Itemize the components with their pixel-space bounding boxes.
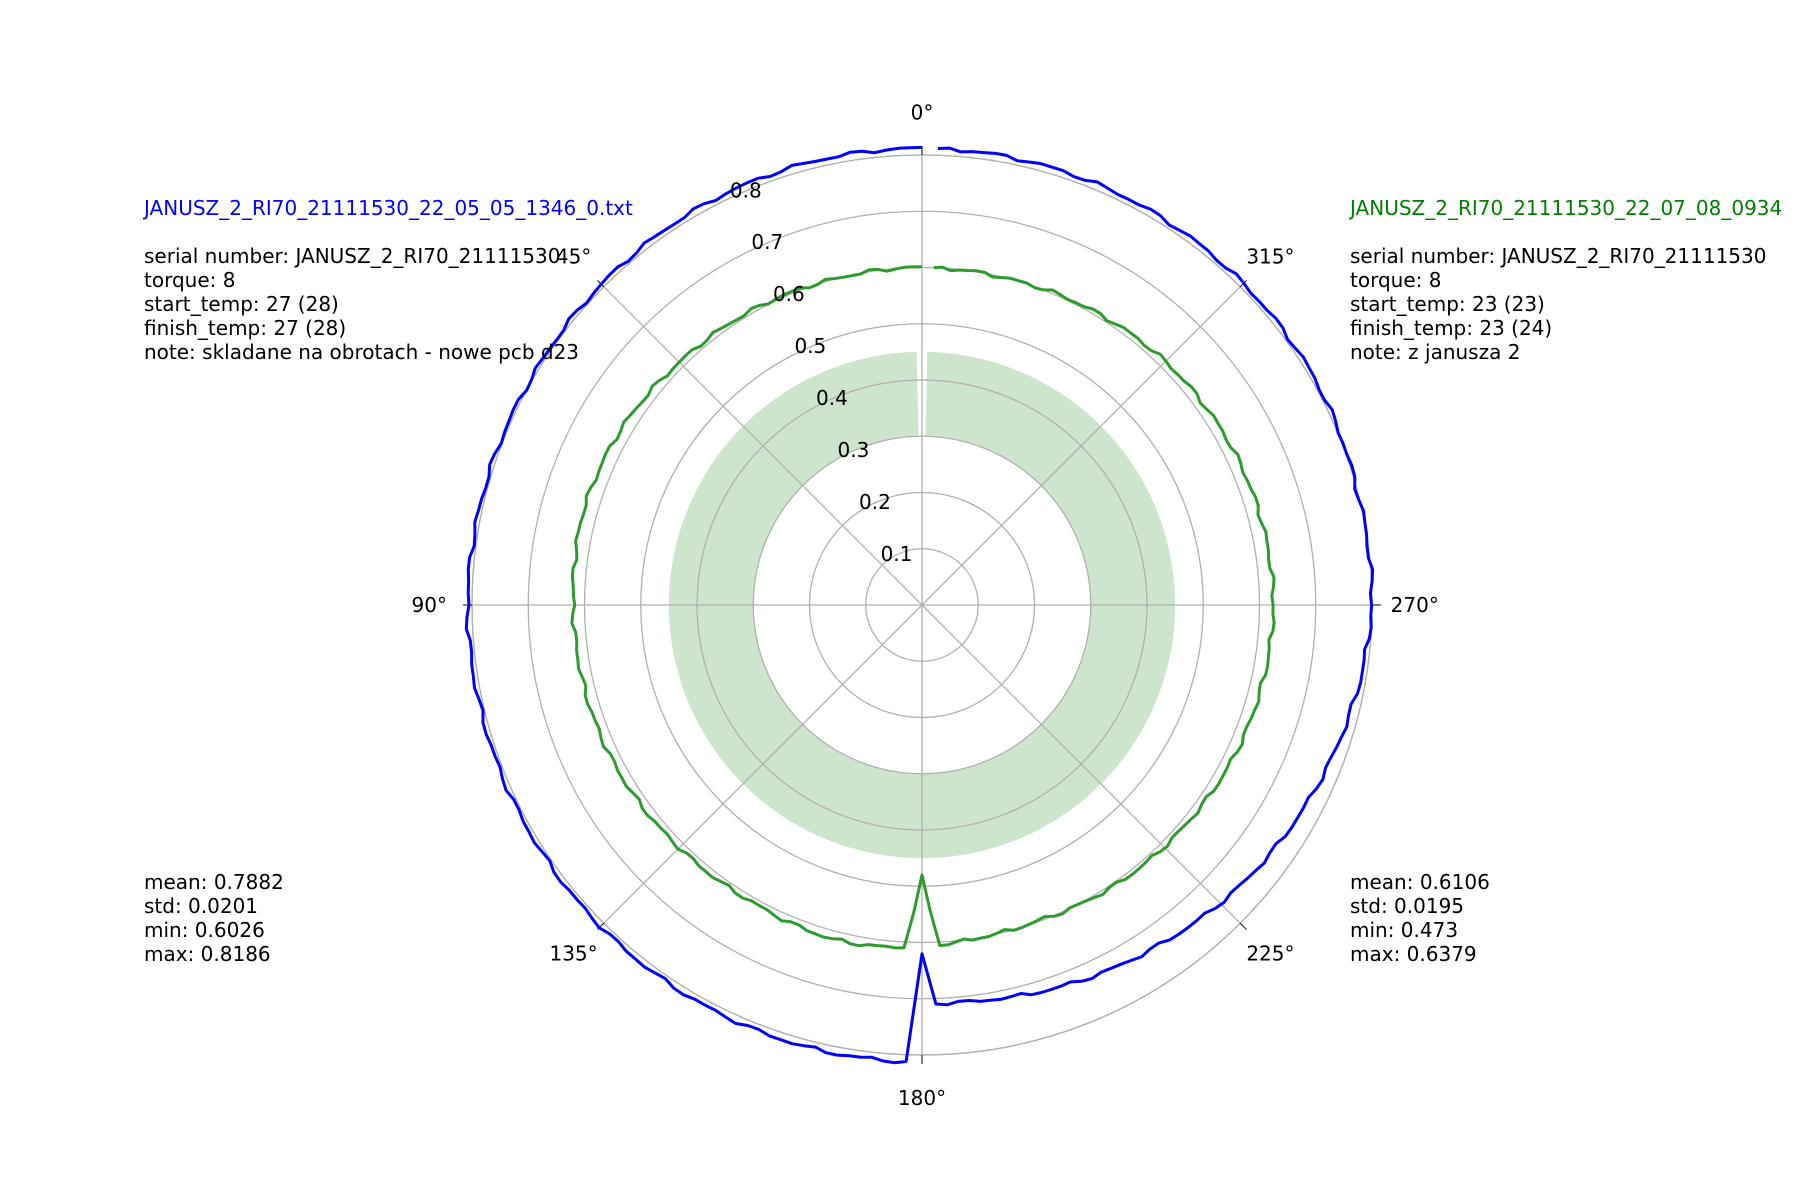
r-tick-label: 0.2	[859, 490, 891, 514]
theta-gridline	[603, 604, 923, 924]
left-info-panel: JANUSZ_2_RI70_21111530_22_05_05_1346_0.t…	[144, 196, 633, 364]
r-tick-label: 0.6	[773, 282, 805, 306]
right-stats-panel: mean: 0.6106 std: 0.0195 min: 0.473 max:…	[1350, 870, 1490, 966]
left-min: min: 0.6026	[144, 918, 265, 942]
r-tick-label: 0.5	[794, 334, 826, 358]
series-line-blue	[464, 145, 1375, 1065]
right-info-panel: JANUSZ_2_RI70_21111530_22_07_08_0934 ser…	[1350, 196, 1782, 364]
right-finish-temp: finish_temp: 23 (24)	[1350, 316, 1553, 340]
theta-tick-label: 180°	[898, 1086, 946, 1110]
theta-tick-label: 225°	[1246, 941, 1294, 965]
theta-tick-label: 0°	[911, 100, 934, 124]
r-tick-label: 0.7	[751, 230, 783, 254]
theta-gridline	[921, 286, 1241, 606]
right-torque: torque: 8	[1350, 268, 1442, 292]
left-torque: torque: 8	[144, 268, 236, 292]
left-max: max: 0.8186	[144, 942, 271, 966]
right-serial: serial number: JANUSZ_2_RI70_21111530	[1350, 244, 1767, 268]
left-std: std: 0.0201	[144, 894, 259, 918]
r-tick-label: 0.8	[730, 178, 762, 202]
r-tick-label: 0.4	[816, 386, 848, 410]
right-filename: JANUSZ_2_RI70_21111530_22_07_08_0934	[1350, 196, 1783, 220]
right-max: max: 0.6379	[1350, 942, 1477, 966]
left-start-temp: start_temp: 27 (28)	[144, 292, 339, 316]
theta-tick-label: 135°	[549, 941, 597, 965]
theta-gridline	[603, 286, 923, 606]
left-note: note: skladane na obrotach - nowe pcb d2…	[144, 340, 580, 364]
left-serial: serial number: JANUSZ_2_RI70_21111530	[144, 244, 561, 268]
left-stats-panel: mean: 0.7882 std: 0.0201 min: 0.6026 max…	[144, 870, 284, 966]
r-tick-label: 0.1	[881, 542, 913, 566]
theta-gridline	[921, 604, 1241, 924]
right-note: note: z janusza 2	[1350, 340, 1521, 364]
theta-tick	[1239, 922, 1247, 930]
theta-tick-label: 90°	[412, 593, 447, 617]
theta-tick-label: 315°	[1246, 245, 1294, 269]
left-finish-temp: finish_temp: 27 (28)	[144, 316, 347, 340]
right-std: std: 0.0195	[1350, 894, 1465, 918]
right-start-temp: start_temp: 23 (23)	[1350, 292, 1545, 316]
theta-tick-label: 270°	[1391, 593, 1439, 617]
r-tick-label: 0.3	[838, 438, 870, 462]
theta-tick-label: 45°	[556, 245, 591, 269]
right-mean: mean: 0.6106	[1350, 870, 1490, 894]
right-min: min: 0.473	[1350, 918, 1459, 942]
left-filename: JANUSZ_2_RI70_21111530_22_05_05_1346_0.t…	[144, 196, 633, 220]
series-line-green	[570, 265, 1276, 950]
left-mean: mean: 0.7882	[144, 870, 284, 894]
